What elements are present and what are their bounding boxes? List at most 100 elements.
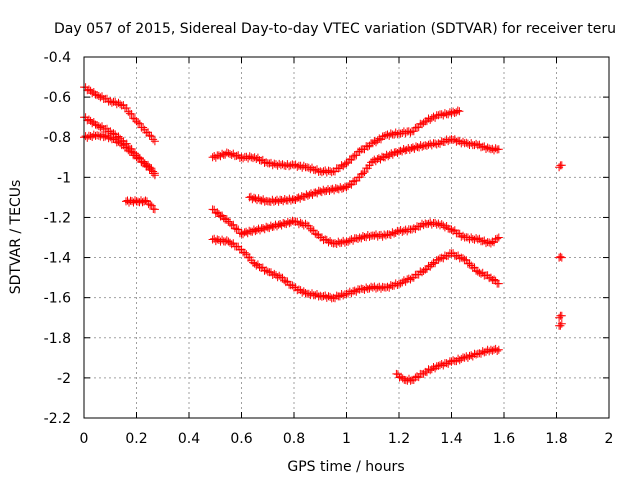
data-point: [395, 373, 404, 382]
data-point: [226, 219, 234, 228]
data-point: [268, 161, 277, 170]
series-track-l: [555, 311, 566, 330]
data-point: [137, 158, 146, 167]
data-point: [493, 234, 502, 243]
data-point: [340, 238, 349, 247]
data-point: [406, 275, 415, 284]
data-point: [419, 221, 428, 230]
data-point: [132, 153, 141, 162]
data-point: [460, 255, 469, 264]
x-tick-labels: 0 0.2 0.4 0.6 0.8 1 1.2 1.4 1.6 1.8 2: [80, 431, 614, 447]
data-point: [349, 287, 358, 296]
data-point: [280, 276, 289, 285]
data-point: [427, 260, 436, 269]
data-point: [465, 351, 474, 360]
data-point: [150, 169, 159, 178]
data-point: [216, 212, 225, 221]
data-point: [473, 235, 482, 244]
data-point: [365, 232, 374, 241]
series-track-d: [122, 196, 159, 214]
data-point: [83, 133, 92, 142]
data-point: [344, 182, 353, 191]
y-tick-label: -2: [57, 371, 71, 387]
data-point: [342, 159, 351, 168]
data-point: [311, 229, 320, 238]
x-tick-label: 0: [80, 431, 89, 447]
data-point: [453, 106, 462, 115]
data-point: [213, 208, 222, 217]
data-point: [429, 112, 438, 121]
data-point: [463, 259, 472, 268]
data-point: [557, 311, 566, 320]
y-tick-labels: -0.4 -0.6 -0.8 -1 -1.2 -1.4 -1.6 -1.8 -2 -2.2: [44, 50, 71, 427]
data-point: [122, 104, 131, 112]
data-point: [447, 357, 456, 366]
data-point: [88, 89, 97, 98]
data-point: [354, 235, 362, 243]
data-point: [494, 279, 503, 288]
x-tick-label: 0.6: [230, 431, 252, 447]
data-point: [222, 148, 231, 157]
data-point: [342, 183, 351, 192]
data-point: [358, 232, 367, 240]
data-point: [557, 253, 566, 262]
data-point: [557, 161, 566, 170]
data-point: [447, 225, 456, 234]
data-point: [377, 284, 385, 293]
data-point: [444, 137, 453, 146]
data-point: [385, 230, 394, 239]
data-point: [473, 267, 482, 276]
data-point: [360, 168, 369, 177]
data-point: [478, 237, 487, 246]
data-point: [475, 349, 484, 358]
data-point: [147, 132, 156, 141]
data-point: [426, 115, 435, 124]
data-point: [449, 136, 458, 144]
data-point: [383, 282, 392, 291]
data-point: [404, 274, 413, 283]
data-point: [455, 107, 464, 116]
data-point: [304, 289, 313, 298]
data-point: [372, 138, 380, 147]
data-point: [308, 289, 316, 298]
data-point: [101, 132, 110, 141]
x-tick-label: 0.4: [178, 431, 200, 447]
data-point: [84, 115, 93, 124]
data-point: [396, 279, 405, 288]
data-point: [135, 119, 144, 128]
data-point: [434, 255, 443, 264]
data-point: [490, 238, 498, 247]
x-tick-label: 1.6: [493, 431, 515, 447]
data-point: [327, 168, 336, 177]
data-point: [349, 152, 358, 161]
y-tick-label: -0.6: [44, 90, 71, 106]
data-point: [263, 267, 272, 276]
data-point: [326, 292, 335, 301]
data-point: [275, 271, 284, 280]
data-point: [337, 161, 346, 170]
data-point: [483, 143, 492, 152]
data-point: [398, 278, 407, 287]
chart-title: Day 057 of 2015, Sidereal Day-to-day VTE…: [54, 21, 616, 37]
data-point: [262, 158, 271, 167]
data-point: [104, 134, 113, 143]
data-point: [429, 363, 438, 371]
data-point: [317, 292, 326, 301]
data-point: [149, 135, 158, 144]
data-point: [472, 234, 481, 243]
data-point: [393, 130, 402, 139]
data-point: [262, 266, 271, 275]
data-point: [122, 143, 131, 152]
data-point: [427, 141, 436, 150]
data-point: [432, 140, 441, 149]
data-point: [329, 293, 338, 302]
series-track-b: [80, 113, 159, 180]
data-point: [250, 259, 259, 268]
data-point: [459, 137, 467, 146]
data-point: [293, 162, 302, 171]
data-point: [311, 166, 320, 175]
series-track-i: [392, 344, 503, 385]
data-point: [309, 226, 318, 235]
data-point: [421, 265, 430, 274]
data-point: [227, 240, 236, 249]
